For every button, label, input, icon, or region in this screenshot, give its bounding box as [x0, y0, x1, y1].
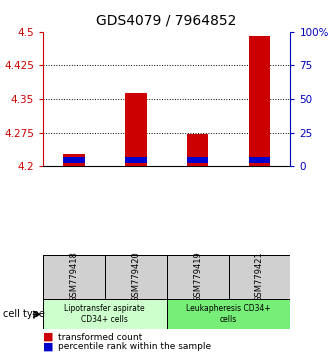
Bar [125, 93, 147, 166]
Bar [43, 299, 167, 329]
Text: GSM779420: GSM779420 [131, 252, 140, 302]
Bar [167, 299, 290, 329]
Bar [187, 157, 209, 163]
Title: GDS4079 / 7964852: GDS4079 / 7964852 [96, 14, 237, 28]
Bar [248, 36, 270, 166]
Bar [167, 255, 228, 299]
Text: ■: ■ [43, 341, 53, 351]
Text: Leukapheresis CD34+
cells: Leukapheresis CD34+ cells [186, 304, 271, 324]
Text: GSM779419: GSM779419 [193, 252, 202, 302]
Bar [187, 135, 209, 166]
Text: GSM779421: GSM779421 [255, 252, 264, 302]
Bar [43, 255, 105, 299]
Text: transformed count: transformed count [58, 332, 142, 342]
Bar [105, 255, 167, 299]
Bar [125, 157, 147, 163]
Bar [248, 157, 270, 163]
Text: GSM779418: GSM779418 [69, 252, 78, 302]
Bar [63, 154, 85, 166]
Bar [63, 157, 85, 163]
Text: ■: ■ [43, 332, 53, 342]
Text: cell type: cell type [3, 309, 45, 319]
Text: Lipotransfer aspirate
CD34+ cells: Lipotransfer aspirate CD34+ cells [64, 304, 145, 324]
Bar [228, 255, 290, 299]
Text: percentile rank within the sample: percentile rank within the sample [58, 342, 211, 351]
